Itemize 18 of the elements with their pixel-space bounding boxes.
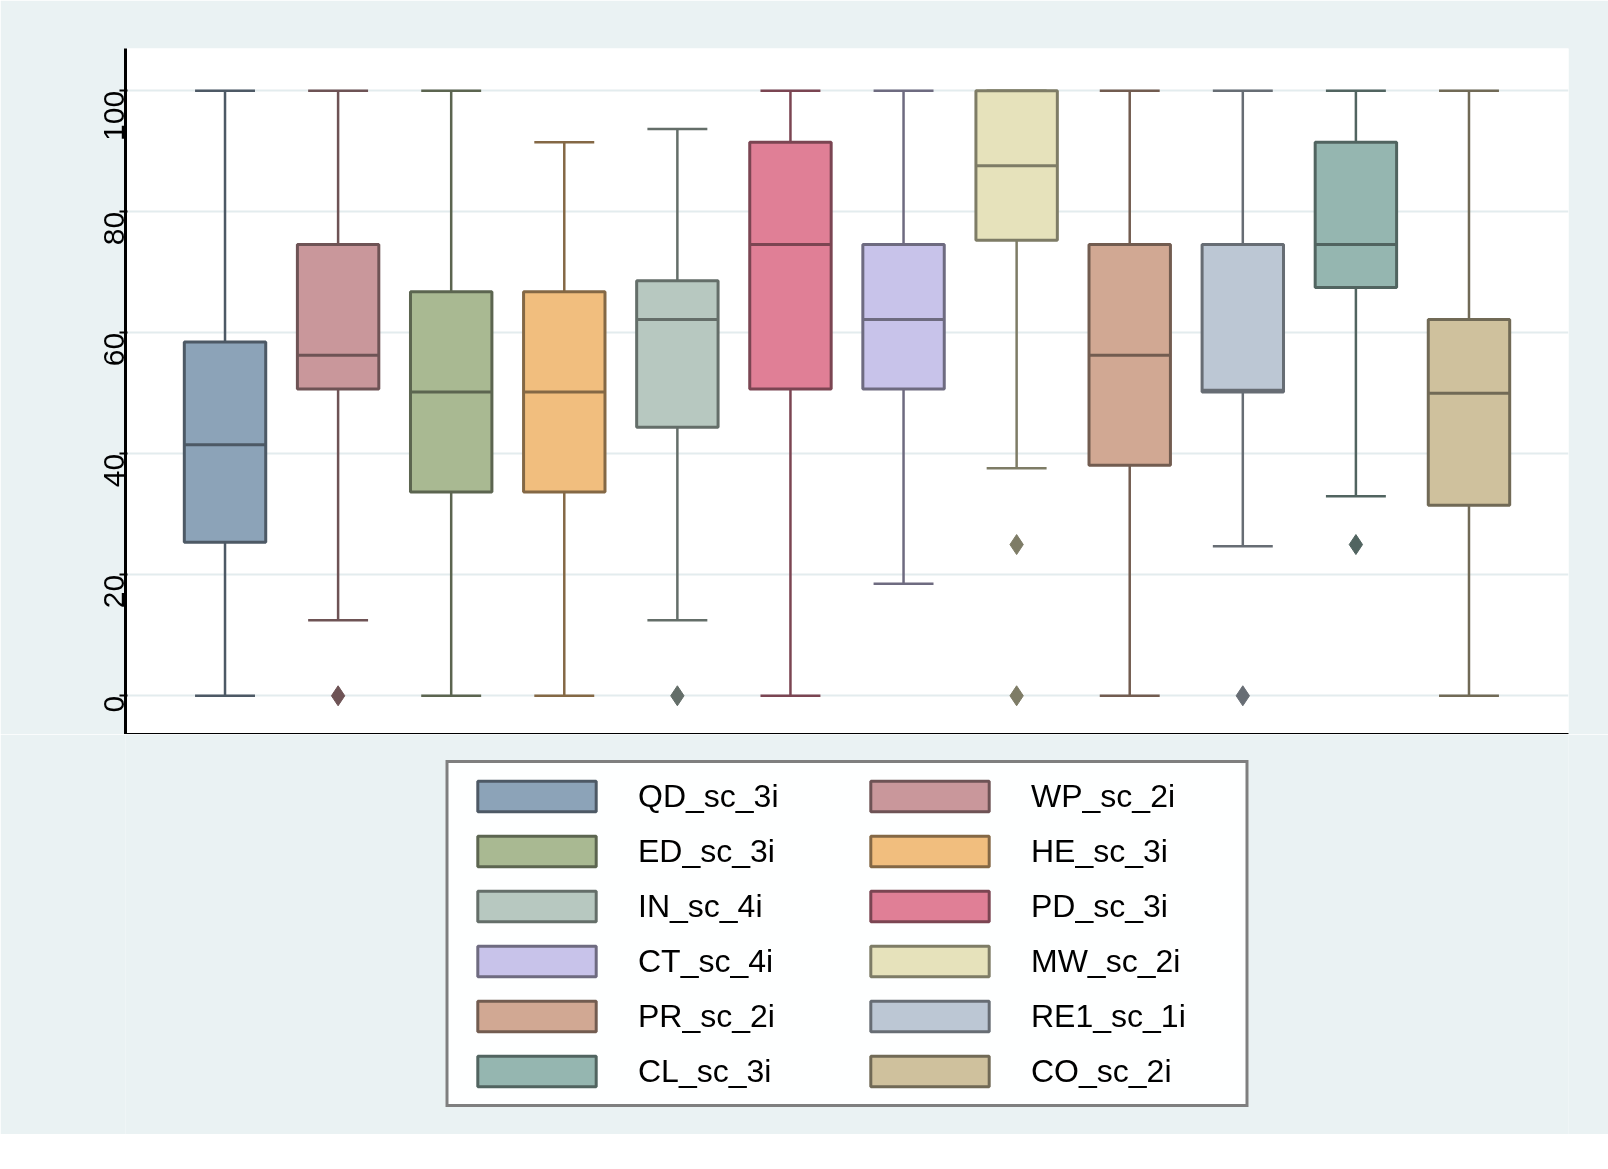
y-tick-label: 0 (97, 695, 131, 713)
legend-label: RE1_sc_1i (1031, 997, 1187, 1035)
legend-label: QD_sc_3i (638, 777, 780, 815)
legend-label: IN_sc_4i (638, 887, 764, 925)
legend-label: PR_sc_2i (638, 997, 776, 1035)
legend-label: HE_sc_3i (1031, 832, 1169, 870)
legend-label: CO_sc_2i (1031, 1052, 1173, 1090)
legend-label: CT_sc_4i (638, 942, 775, 980)
legend-label: WP_sc_2i (1031, 777, 1177, 815)
legend-label: CL_sc_3i (638, 1052, 773, 1090)
y-tick-label: 100 (97, 90, 131, 141)
legend-label: ED_sc_3i (638, 832, 776, 870)
legend-label: MW_sc_2i (1031, 942, 1182, 980)
legend-label: PD_sc_3i (1031, 887, 1169, 925)
y-tick-label: 60 (97, 332, 131, 367)
y-tick-label: 20 (97, 574, 131, 609)
y-tick-label: 80 (97, 211, 131, 246)
y-tick-label: 40 (97, 453, 131, 488)
